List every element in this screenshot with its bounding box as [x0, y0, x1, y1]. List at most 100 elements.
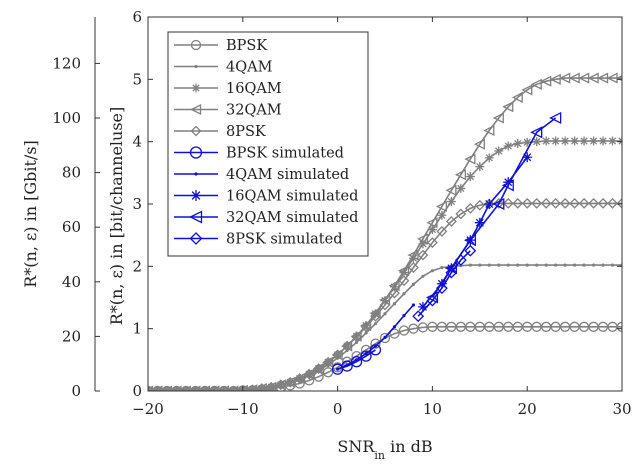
data-point-32qam	[445, 184, 457, 196]
legend-marker	[190, 103, 202, 116]
y-tick-label: 6	[132, 8, 142, 26]
data-point-8psk	[408, 262, 419, 273]
data-point-32qam	[179, 385, 192, 391]
y-tick-label: 3	[132, 195, 142, 213]
legend-label: 32QAM simulated	[226, 210, 358, 226]
data-point-4qam	[468, 263, 472, 267]
left-y-tick-label: 20	[62, 327, 81, 345]
legend-marker	[190, 39, 202, 51]
data-point-4qam	[610, 263, 615, 267]
series-bpsk	[148, 321, 622, 391]
legend-entry-32qam: 32QAM	[174, 103, 282, 119]
data-point-8psk	[341, 340, 353, 352]
data-point-8psk	[417, 249, 429, 261]
data-point-16qam	[551, 136, 561, 146]
data-point-32qam	[464, 153, 476, 165]
data-point-4qam-simulated	[364, 352, 368, 356]
data-point-8psk	[445, 216, 457, 227]
legend-marker	[189, 146, 203, 159]
data-point-bpsk	[370, 338, 381, 349]
data-point-4qam	[535, 263, 539, 267]
legend-label: 16QAM	[226, 81, 282, 97]
legend-entry-8psk: 8PSK	[174, 124, 267, 140]
data-point-8psk	[360, 321, 372, 333]
data-point-8psk	[180, 385, 192, 391]
data-point-16qam	[503, 141, 513, 151]
data-point-16qam	[446, 197, 456, 207]
x-tick-label: −10	[227, 400, 259, 418]
data-point-16qam	[475, 162, 485, 172]
data-point-4qam-simulated	[354, 358, 359, 362]
data-point-32qam	[435, 200, 448, 213]
data-point-16qam	[560, 136, 570, 146]
data-point-bpsk	[616, 321, 622, 332]
data-point-4qam	[506, 263, 510, 267]
data-point-8psk	[493, 197, 505, 209]
legend-entry-32qam-simulated: 32QAM simulated	[174, 210, 358, 226]
left-y-tick-label: 0	[71, 382, 81, 400]
data-point-32qam	[540, 75, 552, 87]
data-point-4qam-simulated	[411, 303, 416, 307]
legend-marker	[190, 125, 202, 137]
data-point-4qam	[573, 263, 577, 267]
data-point-16qam	[589, 136, 599, 146]
data-point-4qam	[487, 263, 491, 267]
data-point-16qam-simulated	[417, 301, 428, 312]
data-point-8psk	[294, 373, 306, 384]
data-point-32qam	[454, 169, 466, 181]
data-point-32qam	[492, 112, 504, 124]
data-point-8psk	[152, 385, 163, 391]
legend-label: BPSK simulated	[226, 146, 344, 162]
data-point-16qam	[418, 239, 428, 249]
left-y-tick-label: 40	[62, 273, 81, 291]
y-tick-label: 0	[132, 382, 142, 400]
data-point-16qam	[570, 136, 580, 146]
x-tick-label: 10	[423, 400, 442, 418]
data-point-16qam	[437, 210, 447, 220]
data-point-8psk	[559, 197, 571, 209]
y-tick-label: 4	[132, 133, 142, 151]
left-y-axis-title: R*(n, ε) in [Gbit/s]	[21, 140, 40, 288]
data-point-32qam	[521, 84, 533, 96]
data-point-32qam	[151, 385, 163, 391]
legend-entry-bpsk: BPSK	[174, 38, 268, 54]
data-point-16qam	[494, 146, 504, 156]
data-point-8psk	[351, 331, 362, 343]
data-point-8psk	[540, 197, 552, 209]
legend-marker	[194, 64, 198, 69]
data-point-32qam-simulated	[530, 126, 543, 139]
data-point-4qam-simulated	[392, 325, 397, 329]
data-point-4qam	[591, 263, 596, 267]
data-layer	[148, 72, 622, 391]
data-point-16qam	[513, 139, 523, 149]
data-point-8psk	[199, 385, 211, 391]
data-point-8psk	[464, 202, 476, 214]
data-point-8psk	[161, 385, 173, 391]
data-point-8psk	[607, 197, 618, 209]
data-point-4qam	[364, 331, 368, 335]
data-point-4qam	[402, 292, 406, 296]
data-point-bpsk-simulated	[341, 360, 353, 372]
x-axis-title: SNRin in dB	[337, 437, 432, 462]
data-point-8psk	[265, 381, 277, 391]
legend-label: 8PSK simulated	[226, 232, 343, 248]
legend-label: BPSK	[226, 38, 268, 54]
data-point-16qam	[456, 183, 466, 193]
data-point-4qam	[554, 263, 558, 267]
x-axis-title-rest: in dB	[385, 437, 433, 456]
data-point-32qam	[473, 138, 485, 150]
y-tick-label: 1	[132, 320, 142, 338]
data-point-8psk	[370, 310, 381, 322]
left-y-tick-label: 80	[62, 164, 81, 182]
data-point-8psk	[218, 385, 230, 391]
data-point-32qam	[398, 265, 410, 277]
data-point-32qam	[511, 91, 523, 103]
data-point-8psk	[148, 385, 154, 391]
data-point-8psk	[474, 199, 486, 211]
data-point-16qam-simulated	[474, 217, 485, 228]
legend-entry-8psk-simulated: 8PSK simulated	[174, 232, 343, 248]
series-line-8psk	[148, 202, 622, 391]
data-point-8psk	[389, 287, 400, 299]
data-point-4qam-simulated	[336, 367, 340, 371]
